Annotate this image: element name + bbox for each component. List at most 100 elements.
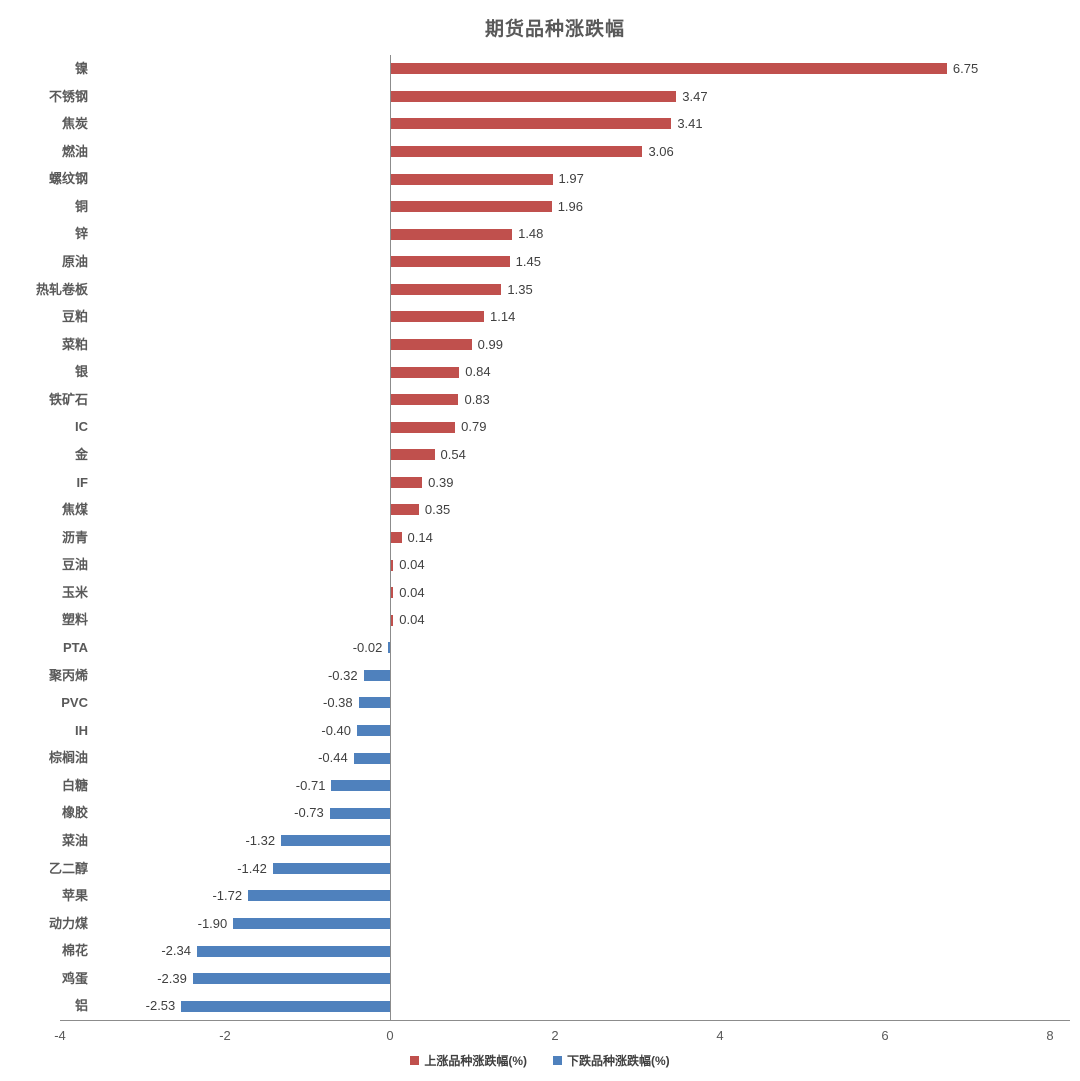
value-label: 0.04 <box>399 612 425 628</box>
x-tick-label: 4 <box>716 1027 724 1043</box>
category-label: 铁矿石 <box>48 391 88 407</box>
bar-down <box>363 669 390 681</box>
category-label: 焦炭 <box>61 116 88 132</box>
bar-up <box>390 63 947 75</box>
bar-down <box>181 1000 390 1012</box>
category-label: 银 <box>74 364 88 380</box>
bar-down <box>196 945 390 957</box>
bar-down <box>233 917 390 929</box>
value-label: 0.04 <box>399 557 425 573</box>
value-label: 1.35 <box>507 281 533 297</box>
value-label: -2.39 <box>157 970 187 986</box>
category-label: 螺纹钢 <box>48 171 88 187</box>
value-label: -0.44 <box>318 750 348 766</box>
category-label: 玉米 <box>61 584 88 600</box>
category-label: 棉花 <box>61 943 88 959</box>
legend-swatch-down-icon <box>553 1055 562 1065</box>
value-label: 1.96 <box>557 198 583 214</box>
value-label: 3.41 <box>677 116 703 132</box>
category-label: 白糖 <box>61 777 88 793</box>
value-label: 1.14 <box>490 309 516 325</box>
value-label: 3.47 <box>682 88 708 104</box>
value-label: -1.72 <box>212 888 243 904</box>
bar-up <box>390 90 677 102</box>
category-label: 镍 <box>74 61 88 76</box>
category-label: 铝 <box>74 998 88 1014</box>
bar-up <box>390 311 485 323</box>
bar-down <box>358 697 390 709</box>
bar-up <box>390 504 419 516</box>
bar-down <box>281 835 390 847</box>
value-label: -2.53 <box>145 998 176 1014</box>
bar-up <box>390 338 472 350</box>
x-tick-label: 6 <box>881 1027 889 1043</box>
legend-item: 下跌品种涨跌幅(%) <box>553 1052 670 1069</box>
bar-up <box>390 145 643 157</box>
category-label: 热轧卷板 <box>35 281 88 297</box>
bar-up <box>390 476 423 488</box>
category-label: IC <box>75 419 88 435</box>
x-axis-line <box>60 1019 1070 1021</box>
bar-down <box>353 752 390 764</box>
value-label: 1.48 <box>518 226 544 242</box>
category-label: PVC <box>61 695 88 711</box>
value-label: 0.83 <box>464 391 490 407</box>
value-label: -2.34 <box>161 943 191 959</box>
value-label: -0.32 <box>327 667 358 683</box>
zero-axis-line <box>390 55 391 1020</box>
value-label: 0.14 <box>407 529 433 545</box>
bar-up <box>390 559 394 571</box>
bar-up <box>390 228 513 240</box>
category-label: 聚丙烯 <box>48 667 88 683</box>
bar-up <box>390 449 435 461</box>
category-label: 菜粕 <box>61 336 88 352</box>
x-tick-label: 2 <box>551 1027 559 1043</box>
value-label: -1.42 <box>237 860 267 876</box>
category-label: 焦煤 <box>61 502 88 518</box>
x-tick-label: -2 <box>219 1027 231 1043</box>
bar-down <box>192 973 390 985</box>
bar-down <box>329 807 390 819</box>
bar-up <box>390 173 553 185</box>
bar-down <box>248 890 390 902</box>
category-label: 乙二醇 <box>48 860 88 876</box>
value-label: 1.97 <box>558 171 584 187</box>
category-label: 豆粕 <box>61 309 88 325</box>
bar-up <box>390 394 459 406</box>
category-label: 沥青 <box>61 529 88 545</box>
x-tick-label: -4 <box>54 1027 66 1043</box>
category-label: 燃油 <box>61 143 88 159</box>
value-label: 0.99 <box>477 336 503 352</box>
value-label: 0.54 <box>440 446 466 462</box>
value-label: 0.79 <box>461 419 487 435</box>
legend: 上涨品种涨跌幅(%) 下跌品种涨跌幅(%) <box>0 1052 1080 1069</box>
category-label: 动力煤 <box>48 915 88 931</box>
value-label: 3.06 <box>648 143 674 159</box>
value-label: -1.32 <box>245 832 276 848</box>
bar-up <box>390 587 394 599</box>
category-label: 橡胶 <box>61 805 88 821</box>
bar-up <box>390 201 552 213</box>
legend-label: 下跌品种涨跌幅(%) <box>567 1053 670 1068</box>
chart-title: 期货品种涨跌幅 <box>484 19 625 40</box>
legend-item: 上涨品种涨跌幅(%) <box>410 1052 527 1069</box>
value-label: 0.04 <box>399 584 425 600</box>
category-label: 豆油 <box>61 557 88 573</box>
category-label: 锌 <box>74 226 88 242</box>
category-label: 棕榈油 <box>48 750 88 766</box>
value-label: 0.84 <box>465 364 491 380</box>
value-label: -0.40 <box>321 722 351 738</box>
category-label: 塑料 <box>61 612 88 628</box>
legend-swatch-up-icon <box>410 1055 420 1065</box>
x-tick-label: 0 <box>386 1027 394 1043</box>
category-label: IH <box>75 722 88 738</box>
bar-up <box>390 531 402 543</box>
value-label: 0.35 <box>424 502 451 518</box>
bar-up <box>390 614 394 626</box>
value-label: 0.39 <box>428 474 454 490</box>
category-label: 苹果 <box>61 888 88 904</box>
category-label: IF <box>76 474 88 490</box>
bar-down <box>272 862 390 874</box>
category-label: 菜油 <box>61 832 88 848</box>
